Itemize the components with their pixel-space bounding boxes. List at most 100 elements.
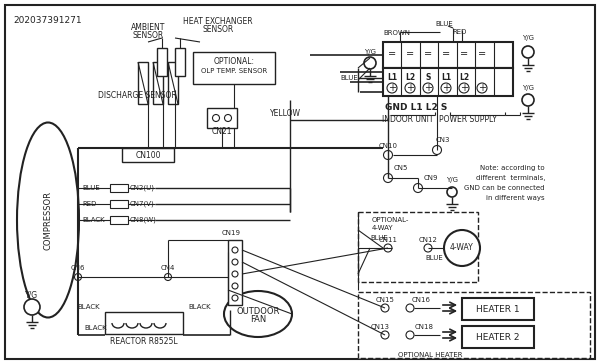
Circle shape [406, 331, 414, 339]
Text: AMBIENT: AMBIENT [131, 24, 165, 32]
Bar [383, 42, 513, 68]
Text: SENSOR: SENSOR [133, 32, 164, 40]
Circle shape [424, 244, 432, 252]
Text: Y/G: Y/G [25, 290, 38, 300]
Text: L2: L2 [459, 74, 469, 83]
Text: +: + [478, 83, 486, 93]
Text: POWER SUPPLY: POWER SUPPLY [439, 115, 497, 124]
Text: CN7(V): CN7(V) [130, 201, 155, 207]
Circle shape [405, 83, 415, 93]
Text: in different ways: in different ways [487, 195, 545, 201]
Text: Note: according to: Note: according to [481, 165, 545, 171]
Text: RED: RED [453, 29, 467, 35]
Text: Y/G: Y/G [522, 35, 534, 41]
Text: FAN: FAN [250, 316, 266, 324]
Text: CN19: CN19 [222, 230, 241, 236]
Text: Y/G: Y/G [446, 177, 458, 183]
Bar [462, 298, 534, 320]
Text: BLACK: BLACK [85, 325, 107, 331]
Text: different  terminals,: different terminals, [476, 175, 545, 181]
Text: +: + [442, 83, 450, 93]
Text: BLACK: BLACK [188, 304, 211, 310]
Text: GND L1 L2 S: GND L1 L2 S [385, 103, 448, 111]
Circle shape [387, 83, 397, 93]
Circle shape [24, 299, 40, 315]
Circle shape [444, 230, 480, 266]
Circle shape [232, 271, 238, 277]
Text: YELLOW: YELLOW [269, 110, 301, 119]
Text: BLUE: BLUE [370, 235, 388, 241]
Circle shape [413, 183, 422, 193]
Circle shape [522, 46, 534, 58]
Text: OPTIONAL-: OPTIONAL- [372, 217, 409, 223]
Circle shape [423, 83, 433, 93]
Text: CN10: CN10 [379, 143, 398, 149]
Text: L1: L1 [441, 74, 451, 83]
Text: +: + [388, 83, 396, 93]
Ellipse shape [224, 291, 292, 337]
Text: +: + [424, 83, 432, 93]
Circle shape [232, 259, 238, 265]
Circle shape [383, 150, 392, 159]
Text: CN12: CN12 [419, 237, 437, 243]
Circle shape [459, 83, 469, 93]
Ellipse shape [17, 123, 79, 317]
Bar [138, 62, 148, 104]
Bar [110, 200, 128, 208]
Text: Y/G: Y/G [522, 85, 534, 91]
Bar [358, 212, 478, 282]
Text: REACTOR R8525L: REACTOR R8525L [110, 337, 178, 347]
Text: RED: RED [82, 201, 97, 207]
Text: CN8(W): CN8(W) [130, 217, 157, 223]
Circle shape [522, 94, 534, 106]
Text: +: + [460, 83, 468, 93]
Text: CN5: CN5 [394, 165, 409, 171]
Text: OPTIONAL:: OPTIONAL: [214, 58, 254, 67]
Text: CN16: CN16 [412, 297, 431, 303]
Text: =: = [478, 49, 486, 59]
Circle shape [381, 304, 389, 312]
Circle shape [383, 174, 392, 182]
Circle shape [447, 187, 457, 197]
Text: +: + [406, 83, 414, 93]
Text: OPTIONAL HEATER: OPTIONAL HEATER [398, 352, 462, 358]
Bar [168, 62, 178, 104]
Text: CN2(U): CN2(U) [130, 185, 155, 191]
Text: CN3: CN3 [436, 137, 450, 143]
Text: CN13: CN13 [371, 324, 389, 330]
Circle shape [232, 247, 238, 253]
Bar [383, 68, 513, 96]
Bar [122, 148, 174, 162]
Circle shape [232, 295, 238, 301]
Text: =: = [460, 49, 468, 59]
Text: OUTDOOR: OUTDOOR [236, 306, 280, 316]
Text: CN6: CN6 [71, 265, 85, 271]
Bar [175, 48, 185, 76]
Circle shape [384, 244, 392, 252]
Text: 202037391271: 202037391271 [13, 16, 82, 25]
Text: CN15: CN15 [376, 297, 394, 303]
Circle shape [406, 304, 414, 312]
Text: BLUE: BLUE [340, 75, 358, 81]
Text: 4-WAY: 4-WAY [372, 225, 394, 231]
Text: OLP TEMP. SENSOR: OLP TEMP. SENSOR [201, 68, 267, 74]
Text: BROWN: BROWN [383, 30, 410, 36]
Bar [462, 326, 534, 348]
Text: =: = [406, 49, 414, 59]
Bar [110, 216, 128, 224]
Text: =: = [424, 49, 432, 59]
Bar [157, 48, 167, 76]
Circle shape [441, 83, 451, 93]
Text: Y/G: Y/G [364, 49, 376, 55]
Text: HEATER 1: HEATER 1 [476, 305, 520, 313]
Text: CN21: CN21 [212, 127, 232, 136]
Text: CN9: CN9 [424, 175, 439, 181]
Text: BLACK: BLACK [77, 304, 100, 310]
Circle shape [433, 146, 442, 154]
Text: BLACK: BLACK [82, 217, 104, 223]
Text: HEATER 2: HEATER 2 [476, 332, 520, 341]
Text: CN18: CN18 [415, 324, 434, 330]
Text: L2: L2 [405, 74, 415, 83]
Text: BLUE: BLUE [435, 21, 453, 27]
Text: GND can be connected: GND can be connected [464, 185, 545, 191]
